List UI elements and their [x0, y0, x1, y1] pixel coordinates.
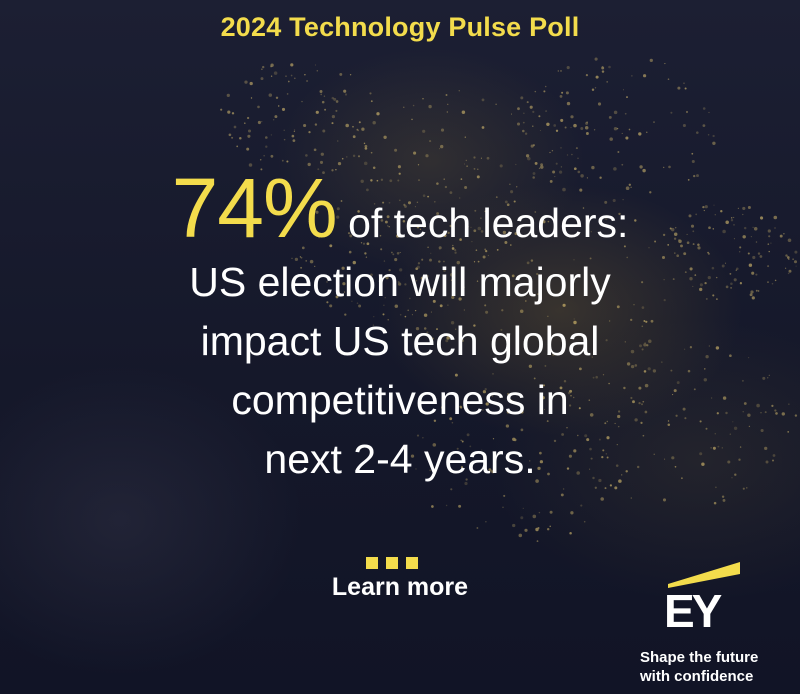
headline: 74% of tech leaders: US election will ma…	[60, 166, 740, 489]
stat-percentage: 74%	[171, 161, 338, 255]
ey-tagline-line-2: with confidence	[640, 668, 754, 685]
dot	[386, 557, 398, 569]
ey-logo: EY Shape the future with confidence	[640, 562, 760, 692]
dot	[366, 557, 378, 569]
ellipsis-dots-icon	[366, 557, 426, 569]
poll-title: 2024 Technology Pulse Poll	[220, 12, 580, 42]
headline-line-1: 74% of tech leaders:	[60, 166, 740, 253]
headline-line-2: US election will majorly	[189, 259, 611, 305]
ey-yellow-beam-icon	[668, 562, 740, 588]
dot	[406, 557, 418, 569]
headline-line-3: impact US tech global	[200, 318, 600, 364]
ey-tagline-line-1: Shape the future	[640, 649, 759, 666]
headline-line-4: competitiveness in	[231, 377, 569, 423]
ey-logo-text: EY	[664, 585, 722, 637]
learn-more-link[interactable]: Learn more	[331, 573, 469, 601]
headline-line-5: next 2-4 years.	[264, 436, 536, 482]
ey-tagline: Shape the future with confidence	[640, 648, 758, 686]
headline-line-1-text: of tech leaders:	[336, 200, 629, 246]
